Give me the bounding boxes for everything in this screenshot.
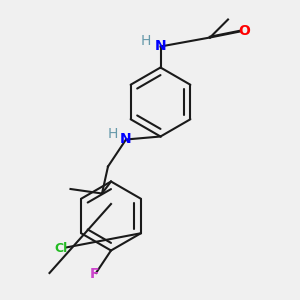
Text: F: F (90, 267, 99, 280)
Text: Cl: Cl (55, 242, 68, 255)
Text: H: H (107, 128, 118, 141)
Text: N: N (155, 39, 166, 52)
Text: H: H (141, 34, 151, 48)
Text: N: N (120, 132, 132, 145)
Text: O: O (238, 24, 250, 38)
